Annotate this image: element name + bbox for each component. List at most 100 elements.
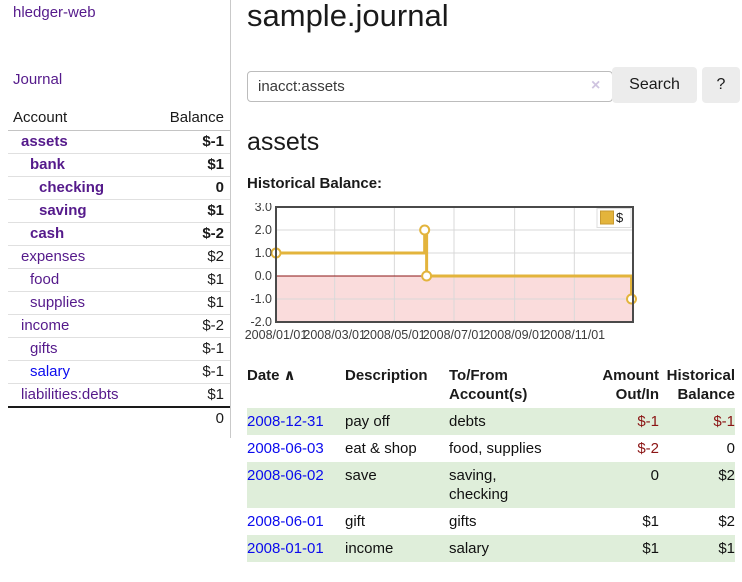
account-balance: $1 <box>147 153 230 177</box>
account-link-cash[interactable]: cash <box>30 225 65 242</box>
account-balance: $-1 <box>147 337 230 361</box>
account-heading: assets <box>247 128 320 156</box>
search-button[interactable]: Search <box>612 67 697 103</box>
transaction-description: save <box>345 467 377 484</box>
account-balance: $-1 <box>147 360 230 384</box>
transaction-balance: 0 <box>726 440 735 457</box>
legend-swatch-icon <box>600 210 614 225</box>
transaction-accounts: saving, checking <box>449 467 509 503</box>
transaction-amount: $1 <box>642 513 659 530</box>
transaction-row: 2008-06-03 eat & shop food, supplies $-2 0 <box>247 435 735 462</box>
data-point-marker <box>421 270 433 282</box>
register-header-row: Date ∧ Description To/From Account(s) Amo… <box>247 362 735 408</box>
chart-section-label: Historical Balance: <box>247 175 383 192</box>
account-row: salary $-1 <box>8 360 230 384</box>
account-balance-table: Account Balance assets $-1 bank $1 checking 0… <box>8 107 230 430</box>
account-link-checking[interactable]: checking <box>39 179 105 196</box>
account-row: expenses $2 <box>8 245 230 269</box>
account-total-row: 0 <box>8 406 230 430</box>
column-header-date[interactable]: Date ∧ <box>247 367 296 384</box>
account-balance: $1 <box>147 268 230 292</box>
transaction-accounts: debts <box>449 413 486 430</box>
account-link-liabilities-debts[interactable]: liabilities:debts <box>21 386 119 403</box>
account-column-header: Account <box>8 107 148 131</box>
account-balance: $1 <box>147 291 230 315</box>
search-input[interactable] <box>247 71 613 102</box>
account-balance: $-1 <box>147 130 230 154</box>
help-button[interactable]: ? <box>702 67 740 103</box>
x-tick-label: 2008/11/01 <box>543 328 605 342</box>
account-table-header: Account Balance <box>8 107 230 131</box>
account-link-food[interactable]: food <box>30 271 60 288</box>
clear-search-icon[interactable]: × <box>591 77 601 94</box>
transaction-accounts: food, supplies <box>449 440 542 457</box>
transaction-description: eat & shop <box>345 440 417 457</box>
transaction-amount: $-1 <box>637 413 659 430</box>
account-link-gifts[interactable]: gifts <box>30 340 58 357</box>
transaction-row: 2008-06-01 gift gifts $1 $2 <box>247 508 735 535</box>
register-table-body: 2008-12-31 pay off debts $-1 $-1 2008-06-03 ea… <box>247 408 735 562</box>
brand-link[interactable]: hledger-web <box>13 4 96 21</box>
account-balance: $1 <box>147 383 230 408</box>
account-balance: $-2 <box>147 314 230 338</box>
search-bar: × Search ? <box>247 67 742 105</box>
transaction-date-link[interactable]: 2008-06-02 <box>247 467 324 484</box>
account-row: assets $-1 <box>8 130 230 154</box>
historical-balance-chart: $3.0 2.0 1.0 0.0 -1.0 -2.02008/01/012008/03/0… <box>245 203 637 342</box>
x-tick-label: 2008/09/01 <box>483 328 546 342</box>
sidebar-item-journal[interactable]: Journal <box>13 71 63 88</box>
transaction-row: 2008-06-02 save saving, checking 0 $2 <box>247 462 735 508</box>
x-tick-label: 2008/01/01 <box>245 328 307 342</box>
column-header-balance: Historical Balance <box>666 367 735 403</box>
account-link-assets[interactable]: assets <box>21 133 68 150</box>
transaction-date-link[interactable]: 2008-06-03 <box>247 440 324 457</box>
column-header-description: Description <box>345 367 428 384</box>
data-point-marker <box>626 293 637 305</box>
data-point-marker <box>419 224 431 236</box>
transaction-row: 2008-12-31 pay off debts $-1 $-1 <box>247 408 735 435</box>
account-link-saving[interactable]: saving <box>39 202 87 219</box>
account-row: supplies $1 <box>8 291 230 315</box>
column-header-accounts: To/From Account(s) <box>449 367 528 403</box>
account-row: food $1 <box>8 268 230 292</box>
column-header-amount: Amount Out/In <box>602 367 659 403</box>
account-link-income[interactable]: income <box>21 317 70 334</box>
transaction-balance: $-1 <box>713 413 735 430</box>
transaction-row: 2008-01-01 income salary $1 $1 <box>247 535 735 562</box>
transaction-balance: $2 <box>718 467 735 484</box>
y-tick-label: 1.0 <box>255 246 272 260</box>
account-balance: $-2 <box>147 222 230 246</box>
account-link-bank[interactable]: bank <box>30 156 66 173</box>
y-tick-label: -2.0 <box>250 315 272 329</box>
sort-ascending-icon: ∧ <box>283 367 296 384</box>
transaction-amount: $1 <box>642 540 659 557</box>
account-row: cash $-2 <box>8 222 230 246</box>
transaction-balance: $2 <box>718 513 735 530</box>
account-link-supplies[interactable]: supplies <box>30 294 86 311</box>
account-link-salary[interactable]: salary <box>30 363 71 380</box>
transaction-date-link[interactable]: 2008-01-01 <box>247 540 324 557</box>
transaction-accounts: salary <box>449 540 490 557</box>
transaction-date-link[interactable]: 2008-12-31 <box>247 413 324 430</box>
transaction-description: pay off <box>345 413 390 430</box>
y-tick-label: 3.0 <box>255 203 272 214</box>
transaction-accounts: gifts <box>449 513 477 530</box>
y-tick-label: 2.0 <box>255 223 272 237</box>
chart-frame <box>275 206 634 323</box>
account-table-body: Account Balance assets $-1 bank $1 checking 0… <box>8 107 230 430</box>
transaction-balance: $1 <box>718 540 735 557</box>
register-table: Date ∧ Description To/From Account(s) Amo… <box>247 362 735 562</box>
transaction-description: gift <box>345 513 366 530</box>
account-row: gifts $-1 <box>8 337 230 361</box>
page-title: sample.journal <box>247 0 449 33</box>
account-link-expenses[interactable]: expenses <box>21 248 86 265</box>
transaction-amount: $-2 <box>637 440 659 457</box>
legend-label: $ <box>616 210 624 225</box>
x-tick-label: 2008/03/01 <box>303 328 366 342</box>
transaction-amount: 0 <box>650 467 659 484</box>
transaction-date-link[interactable]: 2008-06-01 <box>247 513 324 530</box>
account-balance: 0 <box>147 176 230 200</box>
sidebar: hledger-web Journal Account Balance asse… <box>0 0 231 438</box>
balance-column-header: Balance <box>147 107 230 131</box>
